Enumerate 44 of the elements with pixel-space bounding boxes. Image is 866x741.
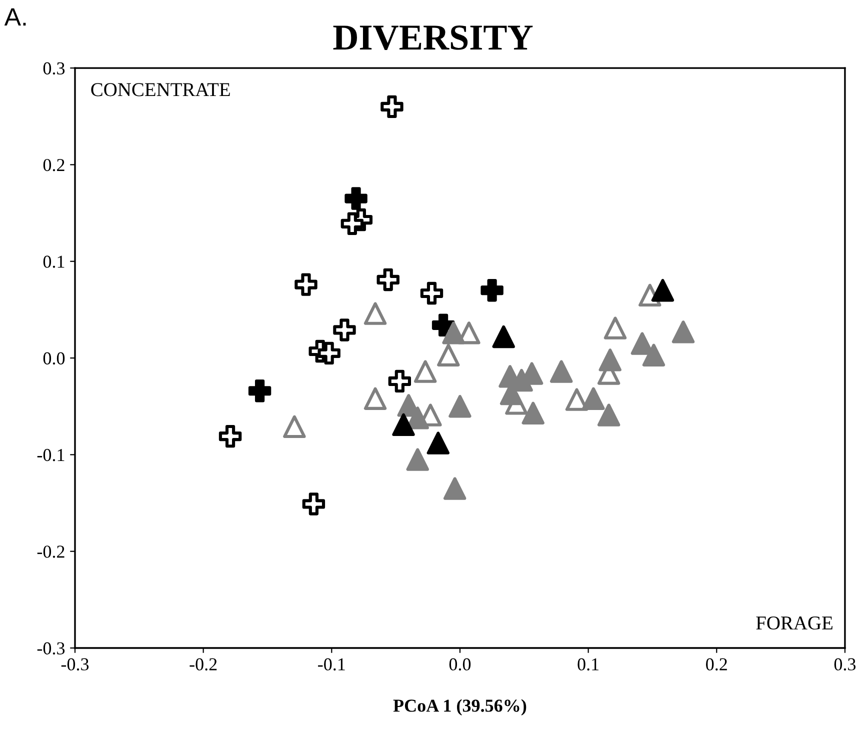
point bbox=[598, 348, 622, 372]
annotation: CONCENTRATE bbox=[91, 83, 230, 96]
y-tick-label: 0.3 bbox=[43, 62, 65, 75]
x-tick-label: -0.3 bbox=[61, 658, 89, 671]
y-tick-label: 0.1 bbox=[43, 256, 64, 268]
point bbox=[442, 322, 465, 344]
y-tick-label: 0.0 bbox=[43, 352, 65, 365]
point bbox=[604, 316, 627, 340]
point bbox=[651, 279, 674, 302]
x-tick-label: 0.1 bbox=[578, 658, 599, 671]
point bbox=[406, 448, 429, 471]
point bbox=[392, 413, 415, 436]
y-tick-label: 0.2 bbox=[43, 158, 64, 172]
point bbox=[448, 394, 472, 418]
point bbox=[283, 415, 306, 438]
point bbox=[248, 380, 272, 402]
chart-title: DIVERSITY bbox=[333, 26, 533, 50]
y-tick-label: -0.3 bbox=[37, 642, 65, 655]
x-tick-label: 0.3 bbox=[834, 658, 856, 671]
x-axis-title: PCoA 1 (39.56%) bbox=[393, 699, 526, 716]
point bbox=[597, 404, 620, 426]
point bbox=[582, 387, 605, 410]
point bbox=[642, 344, 666, 366]
x-tick-label: 0.2 bbox=[706, 658, 727, 671]
point bbox=[364, 302, 387, 325]
point bbox=[672, 320, 695, 344]
point bbox=[443, 477, 466, 500]
point bbox=[492, 325, 515, 348]
y-tick-label: -0.2 bbox=[37, 546, 64, 558]
point bbox=[522, 402, 544, 424]
x-tick-label: -0.2 bbox=[190, 658, 217, 671]
point bbox=[414, 360, 437, 383]
annotation: FORAGE bbox=[756, 616, 832, 630]
y-tick-label: -0.1 bbox=[37, 448, 64, 462]
point bbox=[550, 360, 573, 383]
point bbox=[344, 187, 368, 210]
text: A. bbox=[4, 8, 26, 26]
point bbox=[426, 432, 450, 454]
point bbox=[364, 387, 387, 410]
point bbox=[437, 344, 460, 366]
point bbox=[565, 388, 588, 411]
x-tick-label: -0.1 bbox=[318, 658, 345, 671]
point bbox=[480, 279, 504, 302]
x-tick-label: 0.0 bbox=[449, 658, 471, 671]
